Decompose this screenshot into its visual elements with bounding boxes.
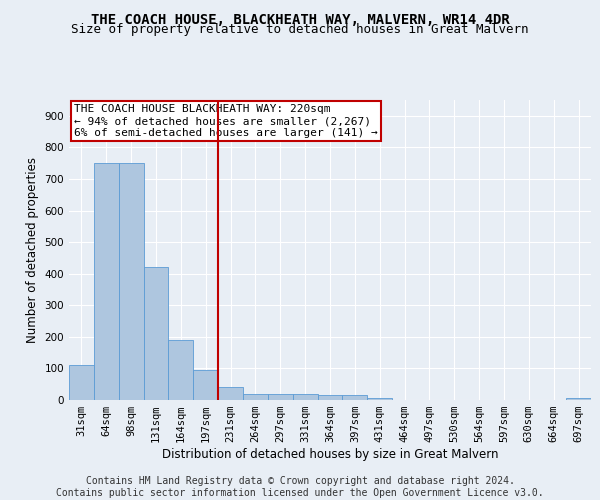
Bar (268, 394, 293, 400)
Bar (119, 163, 143, 400)
Bar (69, 366, 94, 400)
Bar (243, 394, 268, 400)
Bar (343, 396, 367, 400)
Bar (193, 370, 218, 400)
Bar (293, 394, 317, 400)
Text: Size of property relative to detached houses in Great Malvern: Size of property relative to detached ho… (71, 22, 529, 36)
Text: THE COACH HOUSE BLACKHEATH WAY: 220sqm
← 94% of detached houses are smaller (2,2: THE COACH HOUSE BLACKHEATH WAY: 220sqm ←… (74, 104, 378, 138)
Bar (94, 163, 119, 400)
Bar (317, 396, 343, 400)
Text: THE COACH HOUSE, BLACKHEATH WAY, MALVERN, WR14 4DR: THE COACH HOUSE, BLACKHEATH WAY, MALVERN… (91, 12, 509, 26)
Bar (169, 340, 193, 400)
Bar (367, 398, 392, 400)
Text: Contains HM Land Registry data © Crown copyright and database right 2024.
Contai: Contains HM Land Registry data © Crown c… (56, 476, 544, 498)
Bar (143, 268, 169, 400)
Bar (218, 388, 243, 400)
X-axis label: Distribution of detached houses by size in Great Malvern: Distribution of detached houses by size … (162, 448, 498, 461)
Y-axis label: Number of detached properties: Number of detached properties (26, 157, 39, 343)
Bar (566, 398, 591, 400)
